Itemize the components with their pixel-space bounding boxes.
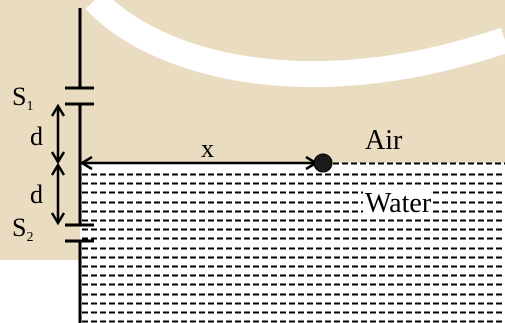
air-label: Air — [365, 125, 403, 156]
d-label-lower: d — [30, 180, 43, 209]
slit-s1-label: S1 — [12, 82, 33, 114]
d-arrow-lower — [50, 162, 66, 226]
background-left-tan — [0, 0, 80, 260]
slit-s2-letter: S — [12, 213, 27, 242]
slit-s1-subscript: 1 — [26, 99, 34, 114]
background-white-arc — [85, 0, 505, 88]
slit-s1-letter: S — [12, 82, 27, 111]
observation-point — [313, 153, 333, 173]
water-dashed-lines — [82, 162, 505, 323]
d-label-upper: d — [30, 122, 43, 151]
x-label: x — [201, 134, 214, 163]
water-label: Water — [363, 188, 434, 219]
slit-s2-label: S2 — [12, 213, 33, 245]
d-arrow-upper — [50, 103, 66, 165]
slit-s2-subscript: 2 — [26, 230, 34, 245]
water-region — [80, 163, 505, 323]
